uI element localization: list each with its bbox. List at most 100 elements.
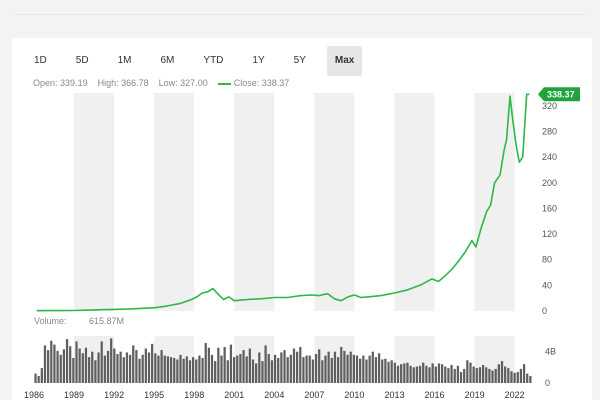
volume-bar: [87, 357, 91, 383]
volume-bar: [110, 338, 113, 383]
volume-bar: [138, 358, 141, 383]
volume-bar: [513, 372, 516, 383]
volume-bar: [72, 357, 75, 383]
volume-bar: [286, 357, 289, 383]
volume-bar: [437, 363, 441, 383]
volume-bar: [409, 365, 412, 383]
range-5y[interactable]: 5Y: [293, 55, 306, 66]
volume-bar: [384, 358, 387, 383]
volume-bar: [195, 359, 198, 383]
volume-bar: [116, 354, 119, 383]
range-6m[interactable]: 6M: [160, 55, 175, 66]
year-tick-label: 2013: [384, 390, 404, 400]
volume-bar: [40, 368, 43, 383]
range-1d[interactable]: 1D: [34, 55, 47, 66]
volume-value: 615.87M: [89, 316, 124, 326]
year-band: [394, 93, 435, 311]
volume-bar: [365, 359, 368, 383]
volume-bar: [447, 368, 450, 383]
volume-bar: [494, 368, 497, 383]
volume-bar: [450, 364, 453, 383]
volume-bar: [173, 357, 176, 383]
volume-bar: [346, 354, 349, 383]
range-1y[interactable]: 1Y: [252, 55, 265, 66]
year-tick-label: 2016: [425, 390, 445, 400]
volume-bar: [258, 352, 261, 383]
volume-bar: [352, 354, 355, 383]
volume-bar: [147, 352, 151, 383]
volume-bar: [327, 351, 330, 383]
price-tick-label: 200: [542, 178, 557, 188]
volume-bar: [69, 346, 72, 383]
volume-bars: [34, 338, 532, 383]
volume-bar: [444, 366, 447, 383]
volume-bar: [207, 347, 211, 383]
volume-bar: [113, 348, 116, 383]
volume-bar: [371, 351, 374, 383]
year-axis: 1986 1989 1992 1995 1998 2001 2004 2007 2010 2013…: [24, 390, 525, 400]
volume-bar: [125, 352, 129, 383]
low-value: 327.00: [180, 78, 208, 88]
volume-bar: [485, 367, 488, 383]
volume-bar: [185, 356, 188, 383]
year-tick-label: 2010: [344, 390, 364, 400]
volume-bar: [232, 357, 236, 383]
year-band: [154, 93, 195, 311]
volume-bar: [59, 354, 62, 383]
volume-bar: [280, 352, 283, 383]
year-tick-label: 2001: [224, 390, 244, 400]
volume-bar: [154, 353, 157, 383]
volume-bar: [106, 350, 110, 383]
volume-bar: [217, 347, 220, 383]
year-band: [234, 93, 275, 311]
volume-bar: [220, 355, 223, 383]
volume-bar: [94, 360, 97, 383]
range-max[interactable]: Max: [326, 46, 363, 76]
price-tick-label: 80: [542, 255, 552, 265]
volume-label: Volume:: [34, 316, 67, 326]
volume-bar: [176, 359, 179, 383]
year-band: [74, 93, 115, 311]
year-tick-label: 1989: [64, 390, 84, 400]
volume-bar: [390, 360, 393, 383]
volume-bar: [368, 355, 371, 383]
volume-tick-label: 0: [545, 378, 550, 388]
price-tick-label: 320: [542, 101, 557, 111]
volume-bar: [56, 350, 59, 383]
volume-bar: [296, 351, 299, 383]
range-1m[interactable]: 1M: [117, 55, 132, 66]
volume-bar: [163, 355, 166, 383]
volume-bar: [529, 375, 532, 383]
volume-bar: [198, 355, 201, 383]
volume-bar: [210, 354, 214, 383]
volume-bar: [381, 359, 384, 383]
volume-bar: [403, 363, 406, 383]
high-label: High:: [97, 78, 119, 88]
volume-bar: [321, 360, 324, 383]
volume-bar: [81, 353, 84, 383]
volume-bar: [428, 367, 431, 383]
volume-bar: [270, 360, 274, 383]
volume-bar: [78, 348, 81, 383]
volume-bar: [362, 355, 365, 383]
volume-bar: [229, 344, 233, 383]
close-price-line: [36, 93, 530, 312]
price-tick-label: 280: [542, 126, 557, 136]
volume-bar: [97, 352, 100, 383]
volume-bar: [179, 354, 182, 383]
volume-bar: [47, 350, 50, 383]
close-value: 338.37: [261, 78, 290, 88]
volume-bar: [100, 341, 103, 383]
volume-bar: [248, 348, 251, 383]
range-selector: 1D 5D 1M 6M YTD 1Y 5Y Max: [26, 46, 375, 76]
volume-bar: [500, 361, 504, 383]
volume-bar: [387, 361, 390, 383]
volume-bar: [418, 365, 422, 383]
price-tick-label: 160: [542, 203, 557, 213]
volume-bar: [422, 362, 425, 383]
open-value: 339.19: [60, 78, 88, 88]
volume-bar: [299, 346, 302, 383]
range-5d[interactable]: 5D: [75, 55, 89, 66]
volume-bar: [169, 357, 173, 383]
range-ytd[interactable]: YTD: [203, 55, 224, 66]
